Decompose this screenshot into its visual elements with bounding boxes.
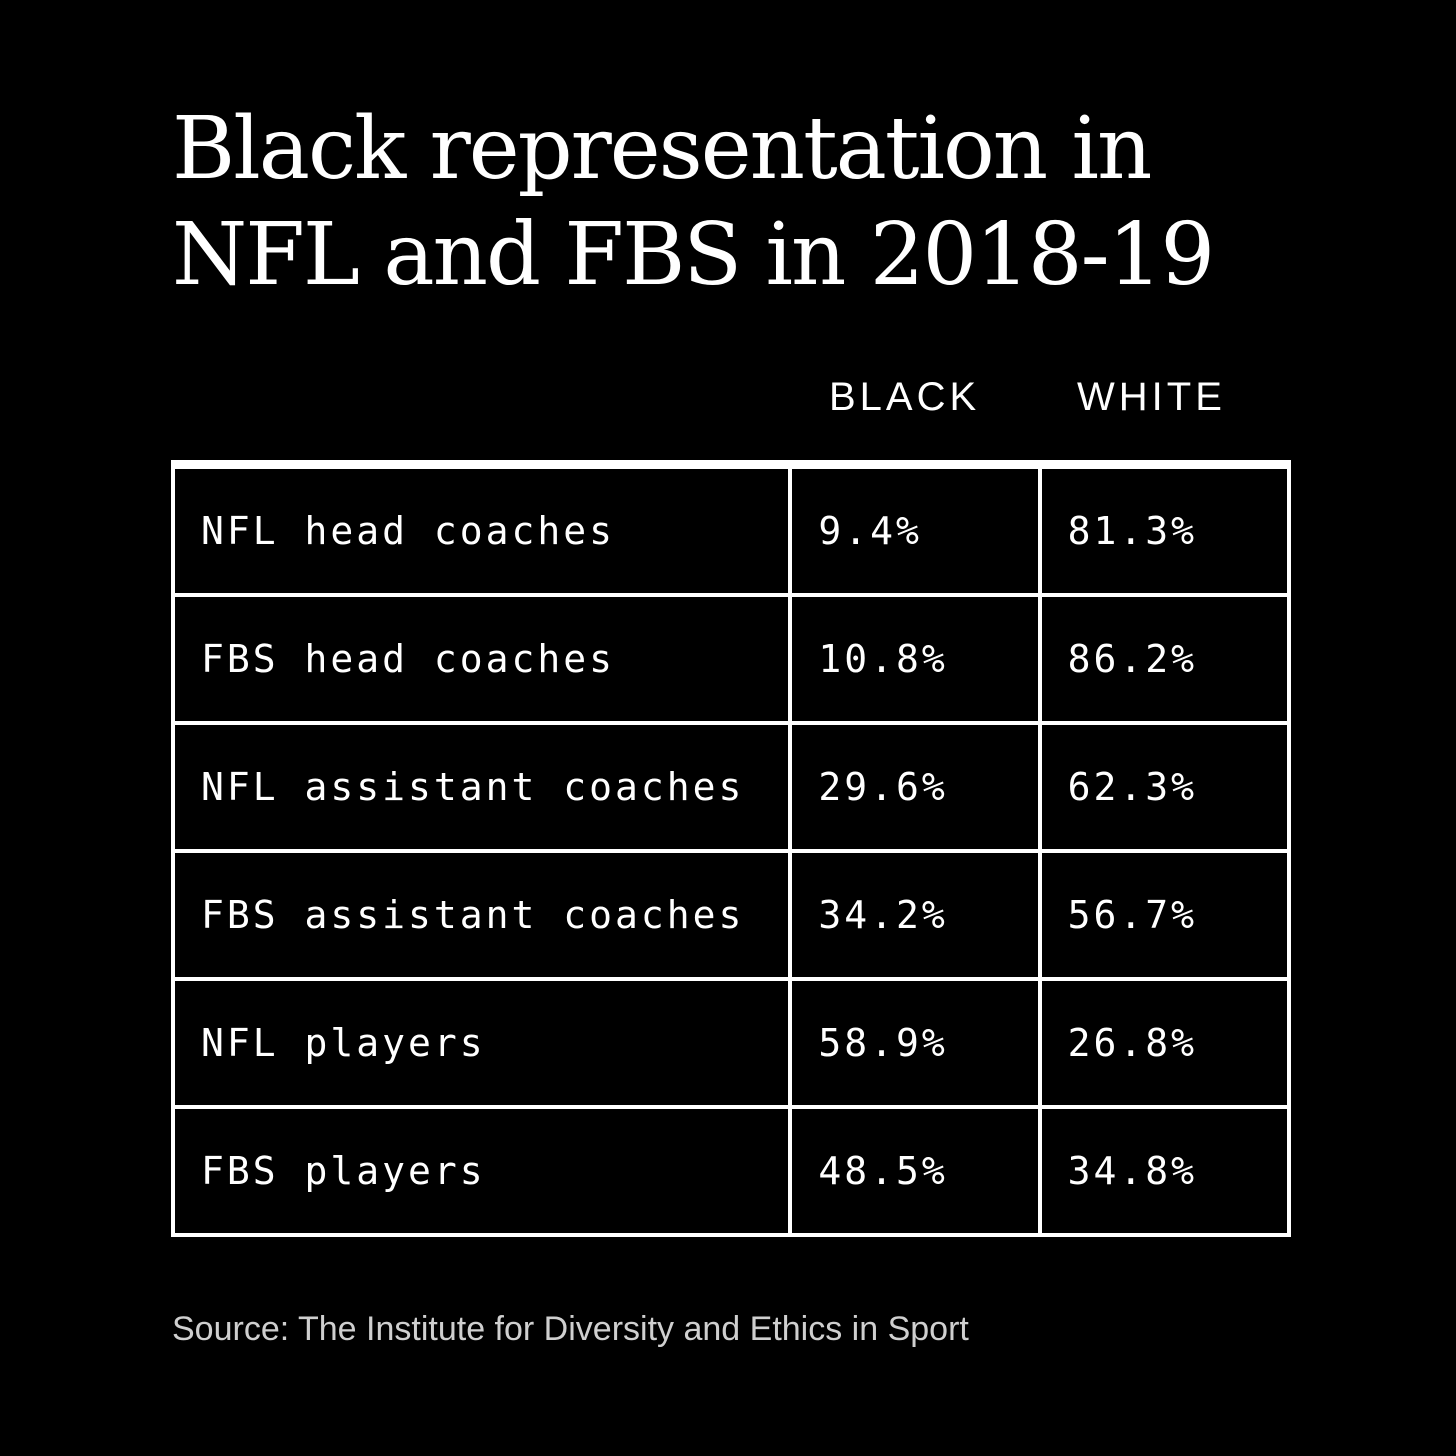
row-label: FBS head coaches xyxy=(170,593,793,725)
black-value-cell: 58.9% xyxy=(788,977,1042,1109)
white-value-cell: 81.3% xyxy=(1037,462,1292,597)
white-value-cell: 62.3% xyxy=(1037,721,1292,853)
table-row: NFL players 58.9% 26.8% xyxy=(170,977,1292,1109)
table-row: FBS head coaches 10.8% 86.2% xyxy=(170,593,1292,725)
row-label: NFL assistant coaches xyxy=(170,721,793,853)
table-row: FBS players 48.5% 34.8% xyxy=(170,1105,1292,1237)
white-value-cell: 56.7% xyxy=(1037,849,1292,981)
black-value-cell: 9.4% xyxy=(788,462,1042,597)
representation-table: NFL head coaches 9.4% 81.3% FBS head coa… xyxy=(170,460,1292,1237)
row-label: FBS assistant coaches xyxy=(170,849,793,981)
row-label: NFL players xyxy=(170,977,793,1109)
row-label: NFL head coaches xyxy=(170,462,793,597)
table-row: NFL head coaches 9.4% 81.3% xyxy=(170,462,1292,597)
row-label: FBS players xyxy=(170,1105,793,1237)
table-row: NFL assistant coaches 29.6% 62.3% xyxy=(170,721,1292,853)
source-note: Source: The Institute for Diversity and … xyxy=(172,1310,969,1348)
white-value-cell: 26.8% xyxy=(1037,977,1292,1109)
table-row: FBS assistant coaches 34.2% 56.7% xyxy=(170,849,1292,981)
chart-title: Black representation in NFL and FBS in 2… xyxy=(172,99,1215,305)
black-value-cell: 48.5% xyxy=(788,1105,1042,1237)
black-value-cell: 29.6% xyxy=(788,721,1042,853)
column-header-black: BLACK xyxy=(829,375,981,419)
black-value-cell: 34.2% xyxy=(788,849,1042,981)
column-header-white: WHITE xyxy=(1077,375,1226,419)
white-value-cell: 86.2% xyxy=(1037,593,1292,725)
white-value-cell: 34.8% xyxy=(1037,1105,1292,1237)
black-value-cell: 10.8% xyxy=(788,593,1042,725)
